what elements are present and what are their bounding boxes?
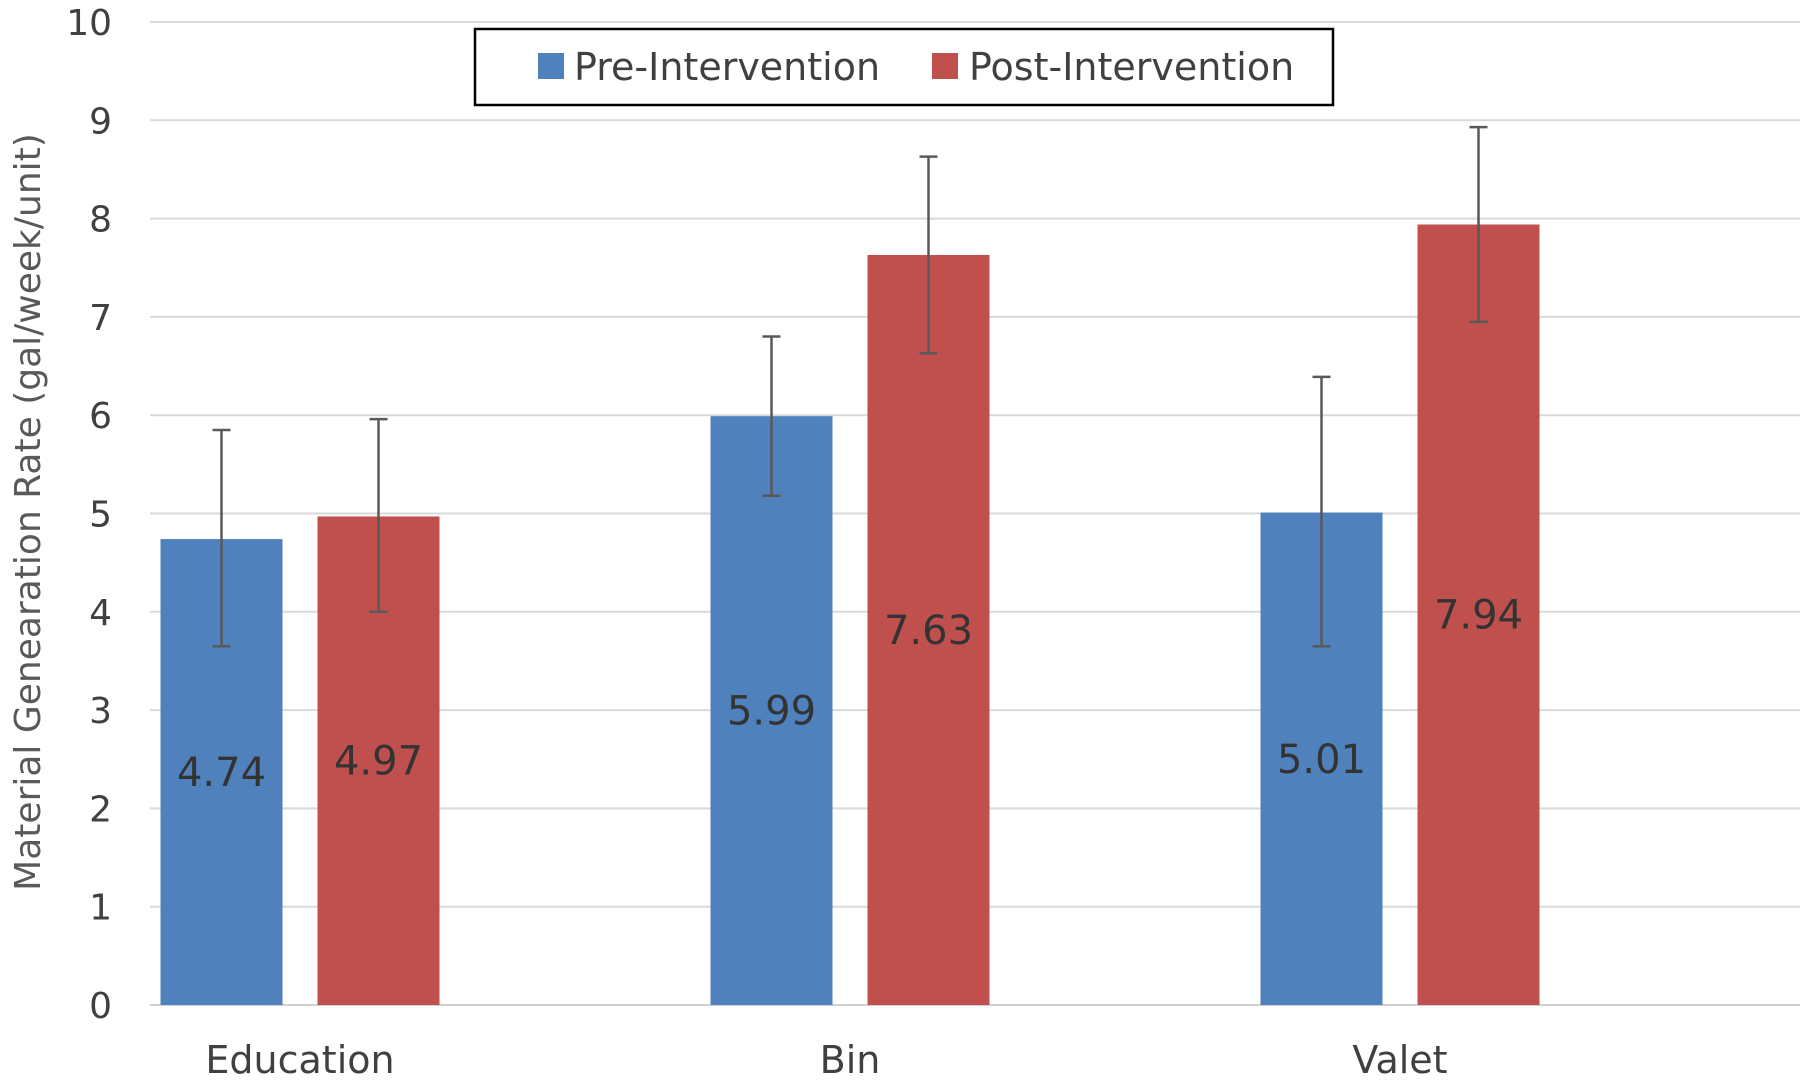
data-label-valet-post-intervention: 7.94 [1434, 593, 1523, 639]
y-tick-label-4: 4 [89, 593, 112, 634]
bar-valet-post-intervention[interactable] [1417, 224, 1540, 1006]
legend-label-pre-intervention[interactable]: Pre-Intervention [574, 45, 880, 89]
error-bars [212, 125, 1488, 648]
y-axis-title: Material Genearation Rate (gal/week/unit… [8, 133, 49, 891]
data-label-bin-pre-intervention: 5.99 [727, 689, 816, 735]
data-label-education-post-intervention: 4.97 [334, 739, 423, 785]
legend-swatch-post-intervention [932, 53, 958, 79]
legend-box [473, 27, 1335, 107]
y-tick-label-9: 9 [89, 101, 112, 142]
y-tick-label-10: 10 [66, 3, 112, 44]
data-label-education-pre-intervention: 4.74 [177, 750, 266, 796]
y-tick-label-3: 3 [89, 691, 112, 732]
y-tick-label-0: 0 [89, 986, 112, 1027]
x-category-label-bin: Bin [820, 1038, 881, 1082]
legend: Pre-Intervention Post-Intervention [473, 27, 1335, 107]
data-label-bin-post-intervention: 7.63 [884, 608, 973, 654]
x-category-label-education: Education [205, 1038, 394, 1082]
bar-bin-post-intervention[interactable] [867, 254, 990, 1005]
legend-swatch-pre-intervention [538, 53, 564, 79]
x-category-label-valet: Valet [1352, 1038, 1447, 1082]
x-axis-categories: Education Bin Valet [205, 1038, 1447, 1082]
bar-bin-pre-intervention[interactable] [710, 416, 833, 1006]
bars [160, 224, 1540, 1006]
y-tick-label-2: 2 [89, 789, 112, 830]
data-labels: 4.74 4.97 5.99 7.63 5.01 7.94 [177, 593, 1523, 796]
legend-label-post-intervention[interactable]: Post-Intervention [969, 45, 1294, 89]
y-tick-label-8: 8 [89, 200, 112, 241]
data-label-valet-pre-intervention: 5.01 [1277, 737, 1366, 783]
y-axis-ticks: 0 1 2 3 4 5 6 7 8 9 10 [66, 3, 112, 1027]
y-tick-label-1: 1 [89, 888, 112, 929]
y-tick-label-6: 6 [89, 396, 112, 437]
y-tick-label-5: 5 [89, 495, 112, 536]
y-tick-label-7: 7 [89, 298, 112, 339]
